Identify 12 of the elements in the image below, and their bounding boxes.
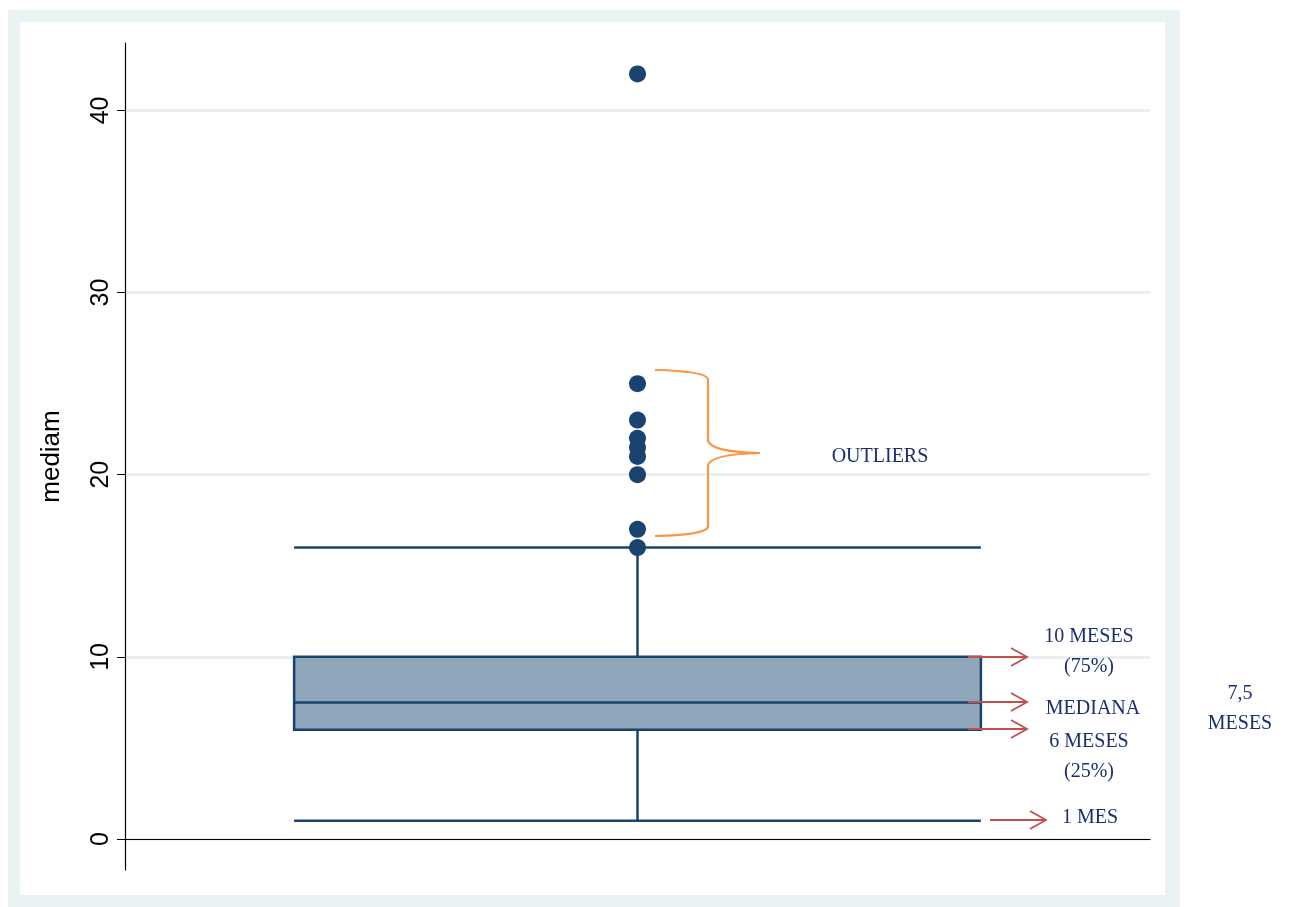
annotation: 10 MESES (75%) <box>1044 623 1134 679</box>
y-axis-title: mediam <box>35 410 65 503</box>
text: 7,5 MESES <box>1207 680 1273 735</box>
annotation: MEDIANA <box>1045 695 1141 720</box>
y-tick-label: 30 <box>84 278 113 307</box>
annotation: 6 MESES (25%) <box>1049 728 1129 784</box>
y-tick-label: 10 <box>84 642 113 671</box>
y-tick-label: 20 <box>84 460 113 489</box>
y-tick-label: 0 <box>84 832 113 846</box>
y-tick-label: 40 <box>84 96 113 125</box>
annotation: 1 MES <box>1061 804 1119 829</box>
annotation: OUTLIERS <box>831 443 929 468</box>
